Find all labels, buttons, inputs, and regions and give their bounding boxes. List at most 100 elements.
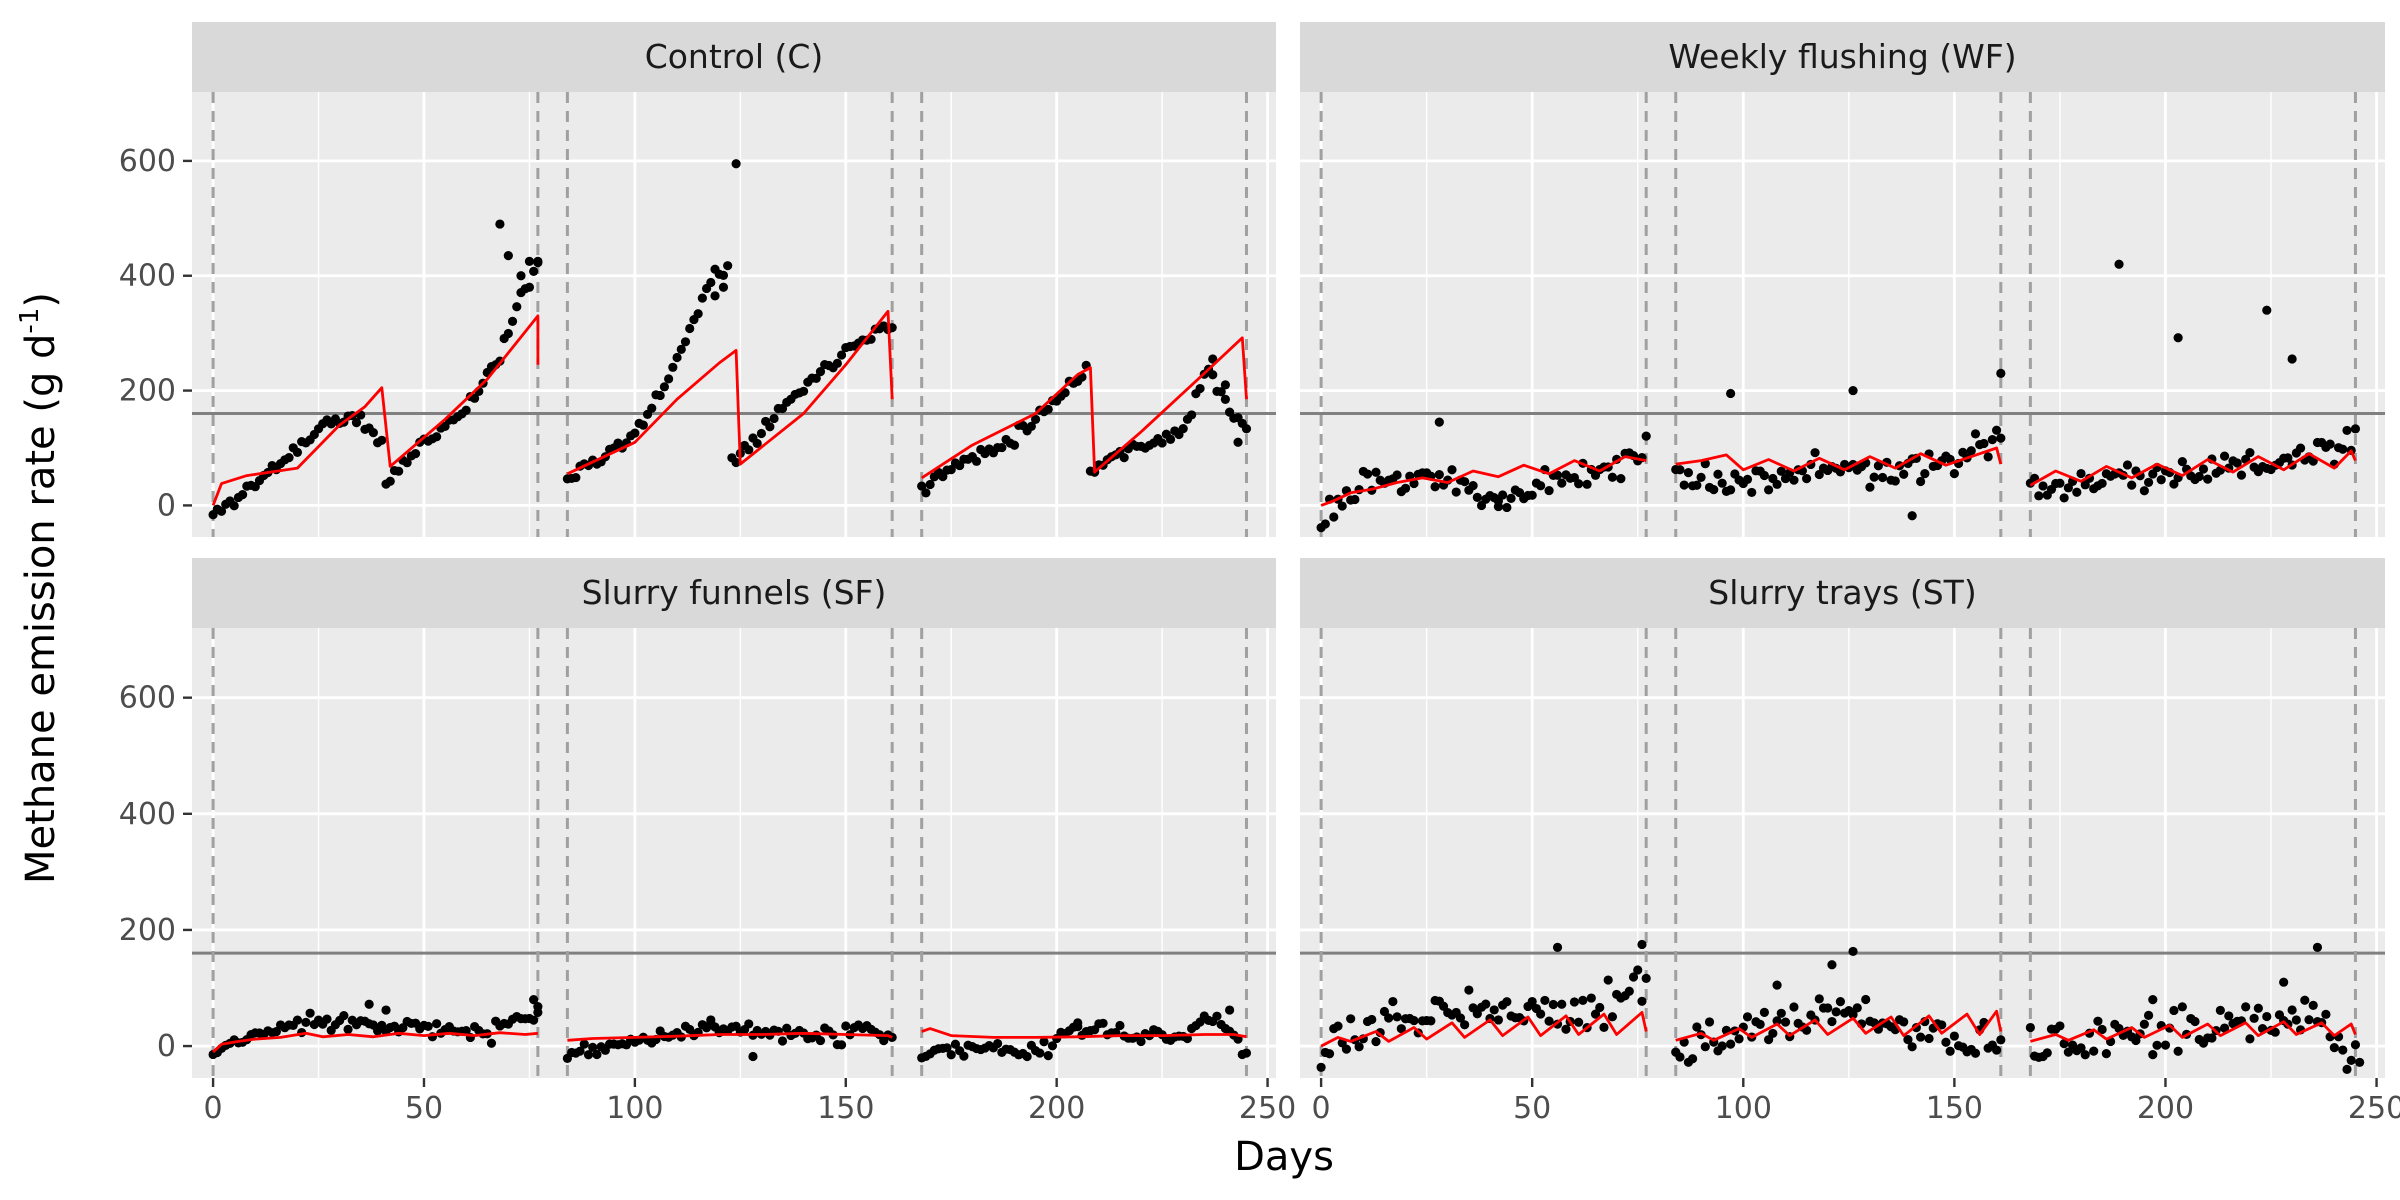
- data-point: [575, 1046, 585, 1056]
- panel-C: Control (C) 0 200 400 600: [119, 22, 1276, 537]
- y-axis-title-close: ): [18, 292, 64, 308]
- data-point: [993, 1038, 1003, 1049]
- data-point: [1726, 388, 1736, 399]
- data-point: [1637, 996, 1647, 1006]
- data-point: [959, 1051, 969, 1061]
- data-point: [2080, 1050, 2090, 1060]
- panel-title: Slurry trays (ST): [1708, 573, 1976, 612]
- data-point: [706, 1015, 716, 1025]
- data-point: [1890, 476, 1900, 486]
- data-point: [1468, 481, 1478, 491]
- data-point: [2304, 1015, 2314, 1025]
- data-point: [756, 428, 767, 439]
- data-point: [1675, 465, 1685, 475]
- data-point: [769, 413, 779, 424]
- data-point: [529, 266, 539, 276]
- y-tick-label: 0: [157, 488, 176, 523]
- data-point: [2169, 1005, 2179, 1016]
- data-point: [1747, 487, 1757, 498]
- data-point: [731, 457, 741, 468]
- data-point: [1979, 438, 1989, 449]
- data-point: [2287, 354, 2297, 364]
- data-point: [1637, 939, 1647, 950]
- data-point: [2139, 1019, 2149, 1029]
- panel-strip: [1300, 558, 2385, 628]
- data-point: [782, 1023, 792, 1033]
- data-point: [1157, 438, 1167, 448]
- data-point: [1916, 476, 1926, 487]
- data-point: [1776, 1008, 1786, 1018]
- data-point: [1991, 425, 2002, 435]
- data-point: [271, 1027, 281, 1037]
- data-point: [1789, 475, 1799, 485]
- data-point: [710, 291, 720, 301]
- data-point: [1346, 1014, 1356, 1024]
- data-point: [1009, 440, 1020, 450]
- data-point: [2224, 1011, 2234, 1021]
- data-point: [2076, 1043, 2086, 1053]
- data-point: [815, 367, 826, 377]
- data-point: [2190, 1016, 2200, 1027]
- model-line: [1320, 455, 1647, 507]
- data-point: [1136, 1036, 1146, 1047]
- y-tick-label: 0: [157, 1029, 176, 1064]
- data-point: [1869, 472, 1879, 482]
- data-point: [655, 390, 665, 401]
- data-point: [2291, 1015, 2301, 1025]
- x-tick-label: 100: [1715, 1091, 1772, 1126]
- data-point: [1552, 942, 1563, 952]
- data-point: [469, 393, 480, 403]
- data-point: [394, 466, 404, 476]
- data-point: [1043, 1051, 1053, 1061]
- data-point: [836, 1040, 847, 1050]
- data-point: [1945, 1046, 1955, 1056]
- data-point: [377, 435, 387, 445]
- data-point: [1772, 479, 1782, 489]
- data-point: [2080, 480, 2090, 490]
- data-point: [1607, 1012, 1618, 1022]
- data-point: [1582, 479, 1592, 489]
- data-point: [1536, 481, 1546, 491]
- data-point: [529, 1015, 539, 1025]
- data-point: [1043, 404, 1053, 414]
- data-point: [2342, 1064, 2352, 1074]
- data-point: [2253, 1003, 2263, 1013]
- data-point: [723, 261, 733, 271]
- panel-background: [192, 92, 1276, 537]
- data-point: [1937, 1020, 1947, 1030]
- data-point: [777, 1036, 788, 1046]
- data-point: [1337, 501, 1347, 511]
- data-point: [1225, 1005, 1235, 1015]
- data-point: [2143, 477, 2154, 487]
- model-line: [921, 1027, 1247, 1039]
- data-point: [1481, 999, 1491, 1009]
- data-point: [322, 1014, 332, 1024]
- data-point: [305, 1008, 315, 1018]
- y-tick-label: 200: [119, 374, 176, 409]
- data-point: [1388, 996, 1398, 1007]
- data-point: [1472, 1009, 1482, 1019]
- data-point: [2076, 468, 2086, 479]
- data-point: [1628, 972, 1639, 982]
- data-point: [1472, 492, 1482, 503]
- data-point: [2114, 259, 2124, 269]
- data-point: [668, 362, 678, 372]
- data-point: [461, 405, 471, 415]
- data-point: [832, 358, 842, 368]
- x-tick-label: 0: [204, 1091, 223, 1126]
- data-point: [647, 403, 657, 413]
- data-point: [301, 1017, 311, 1027]
- data-point: [1823, 1003, 1833, 1013]
- data-point: [1544, 1016, 1554, 1026]
- data-point: [676, 344, 686, 354]
- data-point: [1233, 437, 1243, 447]
- data-point: [1772, 1016, 1782, 1026]
- data-point: [1536, 1009, 1546, 1019]
- y-tick-label: 400: [119, 259, 176, 294]
- data-point: [1692, 480, 1702, 490]
- data-point: [1035, 1048, 1045, 1058]
- data-point: [1464, 985, 1474, 995]
- data-point: [1717, 478, 1727, 488]
- data-point: [1759, 1007, 1769, 1017]
- data-point: [2148, 1050, 2158, 1060]
